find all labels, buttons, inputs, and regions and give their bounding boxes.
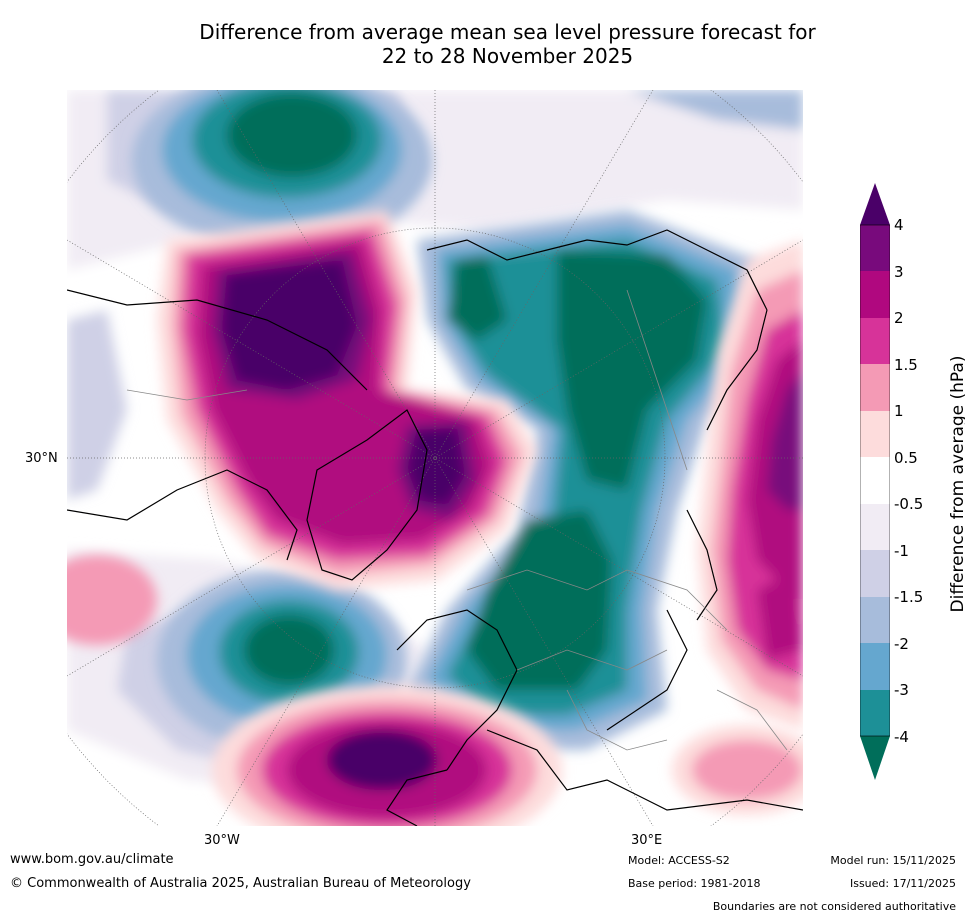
colorbar-tick-label: -1	[894, 541, 909, 560]
positive-anomaly-minor	[67, 555, 803, 815]
colorbar-tick-label: 0.5	[894, 448, 918, 467]
colorbar-tick-label: -1.5	[894, 588, 924, 606]
colorbar-band-3-4	[860, 225, 890, 271]
colorbar-tick-label: 4	[894, 216, 904, 234]
colorbar-band-0.5-1	[860, 411, 890, 457]
colorbar-tick-label: -3	[894, 681, 909, 699]
lon-30w-label: 30°W	[204, 833, 240, 848]
positive-anomaly-iberia	[212, 685, 562, 826]
footer-base-period: Base period: 1981-2018	[628, 877, 761, 890]
graticule	[67, 90, 803, 826]
pressure-anomaly-map	[67, 90, 803, 826]
colorbar-band-1-1.5	[860, 364, 890, 411]
lat-30n-label: 30°N	[25, 451, 58, 466]
lon-30e-label: 30°E	[631, 833, 663, 848]
footer-model-run: Model run: 15/11/2025	[830, 854, 956, 867]
colorbar-band-neg-0.5-1	[860, 504, 890, 550]
coastlines	[67, 229, 803, 826]
colorbar-tick-label: 1	[894, 402, 904, 420]
colorbar-tick-label: -0.5	[894, 495, 924, 513]
colorbar-band-neg-2-3	[860, 643, 890, 690]
footer-model: Model: ACCESS-S2	[628, 854, 730, 867]
colorbar-title: Difference from average (hPa)	[948, 355, 965, 613]
colorbar-band-zero	[860, 457, 890, 504]
colorbar-band-2-3	[860, 271, 890, 318]
map-svg	[67, 90, 803, 826]
colorbar-tick-label: -2	[894, 634, 909, 653]
colorbar	[860, 183, 890, 780]
map-title: Difference from average mean sea level p…	[0, 20, 965, 68]
positive-anomaly-arctic	[157, 210, 537, 590]
colorbar-band-neg-3-4	[860, 690, 890, 736]
title-line-1: Difference from average mean sea level p…	[199, 20, 816, 44]
negative-anomaly-north-pacific	[132, 90, 432, 250]
colorbar-tick-label: 1.5	[894, 355, 918, 374]
colorbar-tick-label: -4	[894, 727, 909, 746]
footer-disclaimer: Boundaries are not considered authoritat…	[712, 900, 956, 913]
title-line-2: 22 to 28 November 2025	[381, 44, 634, 68]
national-borders	[126, 289, 788, 751]
colorbar-band-1.5-2	[860, 318, 890, 364]
negative-anomaly-eurasia	[407, 210, 767, 750]
colorbar-tick-label: 3	[894, 262, 904, 281]
colorbar-tick-label: 2	[894, 309, 904, 327]
footer-issued: Issued: 17/11/2025	[849, 877, 956, 890]
colorbar-band-neg-1-1.5	[860, 550, 890, 597]
colorbar-band-neg-1.5-2	[860, 597, 890, 643]
colorbar-under-arrow	[860, 736, 890, 780]
footer-url[interactable]: www.bom.gov.au/climate	[10, 852, 174, 867]
colorbar-over-arrow	[860, 183, 890, 225]
footer-copyright: © Commonwealth of Australia 2025, Austra…	[10, 876, 471, 891]
